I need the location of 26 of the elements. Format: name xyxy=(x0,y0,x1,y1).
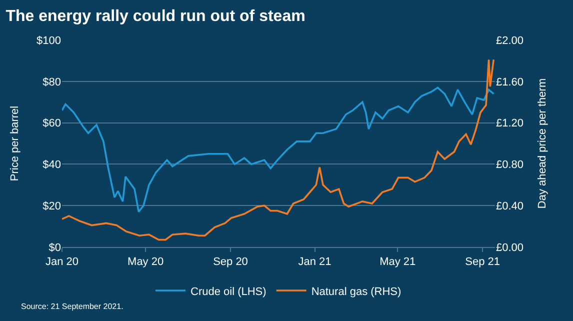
y2-tick-label: £1.60 xyxy=(496,76,524,88)
y-tick-label: $0 xyxy=(48,242,61,254)
legend-label: Crude oil (LHS) xyxy=(190,286,266,298)
y-tick-label: $20 xyxy=(42,200,61,212)
x-tick-label: May 20 xyxy=(128,256,164,268)
y2-tick-label: £0.80 xyxy=(496,159,524,172)
y2-tick-label: £2.00 xyxy=(496,34,524,47)
legend-label: Natural gas (RHS) xyxy=(311,286,402,298)
y-tick-label: $100 xyxy=(36,34,61,47)
y-axis-title: Price per barrel xyxy=(9,106,22,182)
y2-tick-label: £0.40 xyxy=(496,200,524,212)
x-tick-label: Sep 21 xyxy=(465,256,500,268)
x-tick-label: Jan 21 xyxy=(298,256,332,268)
y2-axis-title: Day ahead price per therm xyxy=(536,78,549,209)
x-tick-label: May 21 xyxy=(380,256,416,268)
x-tick-label: Jan 20 xyxy=(45,256,79,268)
source-note: Source: 21 September 2021. xyxy=(21,302,124,311)
y2-tick-label: £0.00 xyxy=(496,242,524,254)
line-series xyxy=(62,86,495,213)
x-tick-label: Sep 20 xyxy=(213,256,248,268)
y2-tick-label: £1.20 xyxy=(496,118,524,130)
y-tick-label: $60 xyxy=(42,118,61,130)
y-tick-label: $80 xyxy=(42,76,61,88)
line-series xyxy=(62,58,495,241)
y-tick-label: $40 xyxy=(42,159,61,172)
chart-title: The energy rally could run out of steam xyxy=(6,8,306,25)
